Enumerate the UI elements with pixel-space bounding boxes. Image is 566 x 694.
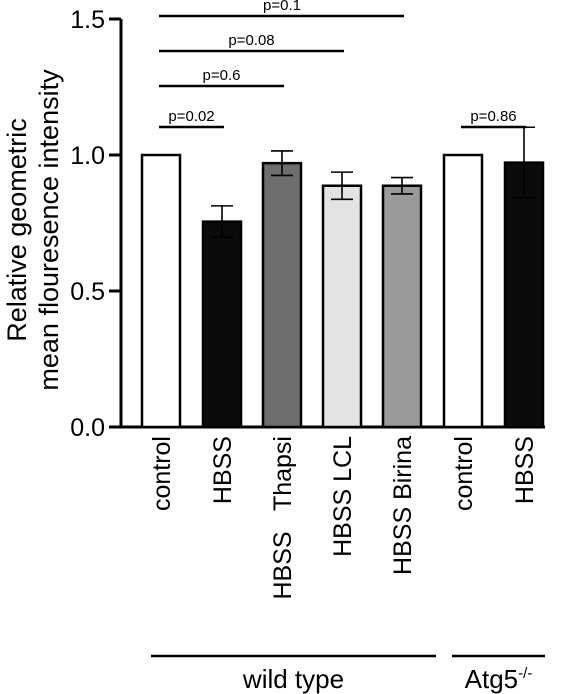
group-label: Atg5-/-: [465, 664, 533, 694]
y-axis-label: Relative geometricmean flouresence inten…: [2, 69, 64, 391]
bar: [321, 184, 363, 429]
significance-brackets: p=0.02 p=0.6 p=0.08 p=0.1 p=0.86: [159, 0, 526, 129]
x-tick-label: HBSS Thapsi: [269, 436, 297, 600]
p-value-label: p=0.6: [203, 67, 241, 84]
y-axis-label-line: Relative geometric: [2, 118, 32, 342]
bar: [503, 161, 545, 429]
bar: [201, 220, 243, 429]
group-label-text: Atg5: [465, 664, 519, 694]
group-label: wild type: [242, 664, 344, 694]
y-tick-label: 0.5: [70, 278, 105, 306]
y-tick-label: 1.0: [70, 142, 105, 170]
error-bars: [211, 126, 535, 239]
bar: [140, 153, 182, 429]
y-tick-label: 1.5: [70, 6, 105, 34]
x-tick-label: control: [450, 436, 478, 511]
x-tick-label: HBSS Birina: [389, 436, 417, 575]
bars: [140, 153, 545, 429]
y-tick-label: 0.0: [70, 414, 105, 442]
x-tick-label: HBSS: [209, 436, 237, 504]
x-tick-label: HBSS: [511, 436, 539, 504]
y-axis-label-line: mean flouresence intensity: [34, 69, 64, 391]
x-tick-label: control: [148, 436, 176, 511]
x-tick-label: HBSS LCL: [329, 436, 357, 557]
p-value-label: p=0.1: [263, 0, 301, 14]
p-value-label: p=0.02: [168, 108, 214, 125]
group-label-superscript: -/-: [518, 665, 532, 682]
group-label-text: wild type: [242, 664, 344, 694]
bar: [261, 161, 303, 429]
bar: [381, 184, 423, 429]
bar: [442, 153, 484, 429]
x-tick-labels: control HBSS HBSS Thapsi HBSS LCL HBSS Birin…: [148, 436, 539, 600]
y-axis: 0.0 0.5 1.0 1.5: [70, 6, 545, 442]
p-value-label: p=0.86: [470, 108, 516, 125]
group-labels: wild type Atg5-/-: [151, 654, 545, 694]
p-value-label: p=0.08: [228, 32, 274, 49]
